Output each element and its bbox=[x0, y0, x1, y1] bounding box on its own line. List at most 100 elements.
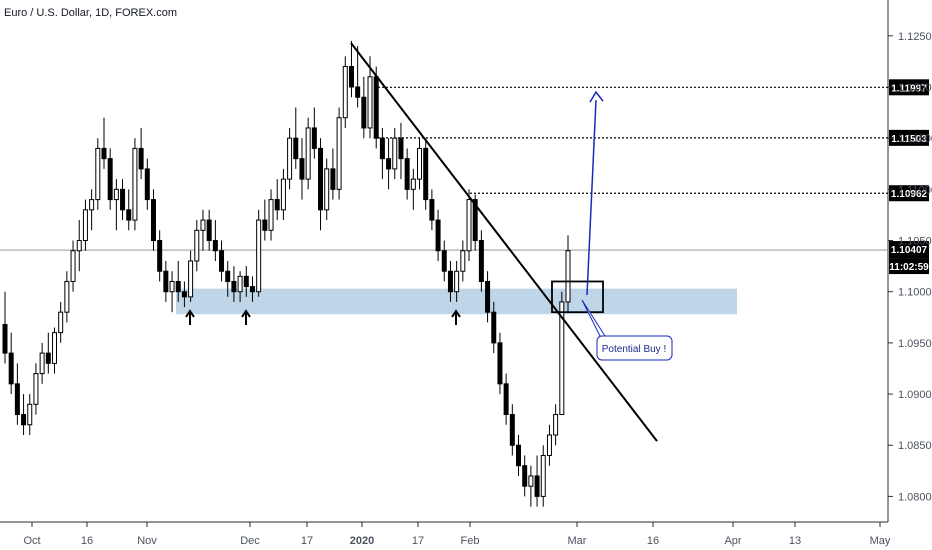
candle bbox=[194, 220, 200, 272]
candle bbox=[565, 235, 571, 313]
candle-body bbox=[39, 352, 45, 375]
candle-body bbox=[546, 434, 552, 456]
candle-body bbox=[355, 86, 361, 98]
candle-body bbox=[206, 219, 212, 242]
time-tick-label: Nov bbox=[137, 535, 157, 547]
time-tick-label: Apr bbox=[724, 535, 741, 547]
candle-body bbox=[268, 199, 274, 231]
candle-body bbox=[33, 373, 39, 405]
candle bbox=[144, 158, 150, 210]
candle bbox=[262, 199, 268, 241]
price-axis[interactable]: 1.12500 1.12000 1.11500 1.11000 1.10500 1.100… bbox=[888, 31, 932, 504]
candle bbox=[237, 271, 243, 302]
candle-body bbox=[120, 188, 126, 211]
candle bbox=[379, 127, 385, 180]
candle-body bbox=[305, 127, 311, 180]
price-tick-label: 1.09000 bbox=[898, 389, 932, 401]
candle-body bbox=[113, 188, 119, 201]
candle-body bbox=[485, 280, 491, 313]
candle bbox=[89, 189, 95, 231]
candle bbox=[212, 220, 218, 261]
candle bbox=[14, 363, 20, 425]
candle bbox=[305, 117, 311, 190]
price-tick-label: 1.08000 bbox=[898, 491, 932, 503]
price-tick-label: 1.11000 bbox=[898, 184, 932, 196]
breakout-box bbox=[551, 280, 604, 314]
candle bbox=[58, 301, 64, 343]
candle bbox=[51, 327, 57, 374]
candle-body bbox=[64, 280, 70, 313]
candle bbox=[188, 250, 194, 302]
candle bbox=[348, 40, 354, 98]
candle-body bbox=[417, 147, 423, 180]
resistance-levels: 1.11997 1.11503 1.10962 1.10407 11:02:59 bbox=[0, 79, 929, 275]
candle bbox=[522, 455, 528, 497]
candle bbox=[429, 189, 435, 231]
support-arrow-head bbox=[241, 309, 251, 318]
candle-body bbox=[348, 66, 354, 88]
candle bbox=[553, 404, 559, 446]
candle-body bbox=[8, 352, 14, 385]
candle-body bbox=[45, 352, 51, 364]
time-axis[interactable]: Oct 16 Nov Dec 17 2020 17 Feb Mar 16 Apr 13 May bbox=[23, 522, 891, 547]
last-price-label: 1.10407 bbox=[891, 245, 928, 256]
candle bbox=[478, 230, 484, 292]
candle bbox=[21, 394, 27, 435]
candle bbox=[175, 261, 181, 302]
candle bbox=[45, 332, 51, 374]
candle-body bbox=[528, 475, 534, 487]
candle-body bbox=[367, 76, 373, 129]
candle-body bbox=[386, 158, 392, 170]
support-arrow-head bbox=[185, 309, 195, 318]
time-tick-label: Dec bbox=[240, 535, 260, 547]
candle bbox=[200, 209, 206, 251]
candles bbox=[2, 40, 571, 507]
candle bbox=[441, 240, 447, 282]
target-arrow bbox=[586, 90, 604, 296]
candle bbox=[249, 276, 255, 302]
candle-body bbox=[398, 137, 404, 160]
candle-body bbox=[287, 137, 293, 180]
candle bbox=[150, 189, 156, 251]
candle bbox=[70, 240, 76, 292]
candle-body bbox=[330, 168, 336, 190]
candle-body bbox=[225, 270, 231, 282]
candle-body bbox=[540, 454, 546, 497]
candle bbox=[82, 199, 88, 251]
candle bbox=[447, 261, 453, 302]
candle-body bbox=[503, 383, 509, 416]
candle bbox=[39, 342, 45, 384]
time-tick-label: 16 bbox=[647, 535, 659, 547]
candle bbox=[516, 435, 522, 476]
time-tick-label: 17 bbox=[412, 535, 424, 547]
candle-body bbox=[107, 158, 113, 201]
support-arrow bbox=[451, 309, 461, 325]
candle-body bbox=[82, 209, 88, 242]
candle bbox=[206, 209, 212, 251]
candle-body bbox=[280, 178, 286, 211]
time-tick-label: Feb bbox=[461, 535, 480, 547]
candle bbox=[460, 240, 466, 282]
candle-body bbox=[429, 199, 435, 221]
candle bbox=[8, 332, 14, 395]
candle-body bbox=[2, 323, 8, 354]
candle-body bbox=[58, 311, 64, 334]
candle-body bbox=[460, 250, 466, 272]
candle bbox=[423, 138, 429, 210]
time-tick-label: May bbox=[870, 535, 891, 547]
candle-body bbox=[21, 414, 27, 426]
candle-body bbox=[466, 199, 472, 252]
candle-body bbox=[491, 311, 497, 344]
resistance-price-tag bbox=[889, 185, 929, 202]
candle bbox=[76, 220, 82, 272]
target-arrow-head bbox=[589, 90, 604, 103]
candle bbox=[33, 363, 39, 415]
candle-body bbox=[404, 158, 410, 190]
resistance-price-label: 1.11997 bbox=[891, 83, 927, 94]
time-tick-label: 16 bbox=[81, 535, 93, 547]
candle bbox=[417, 138, 423, 190]
candle-body bbox=[423, 147, 429, 201]
candle bbox=[330, 148, 336, 200]
